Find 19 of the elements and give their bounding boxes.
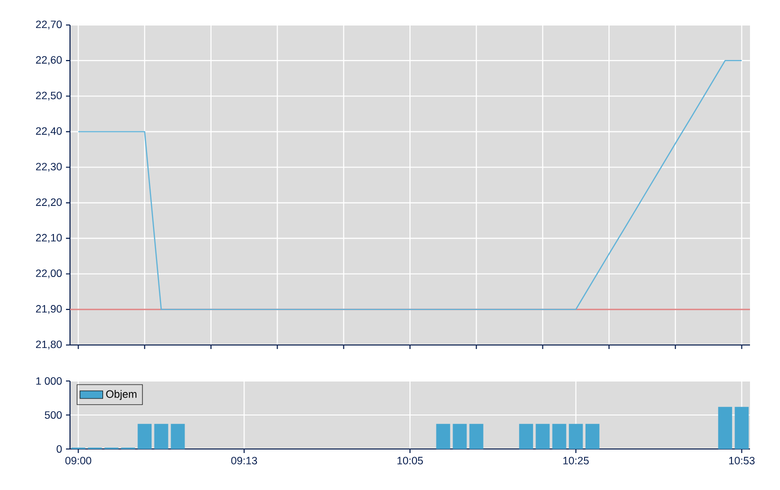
y-tick-label: 22,40: [36, 127, 62, 136]
x-tick-label: 09:00: [65, 456, 92, 464]
legend-label: Objem: [106, 390, 136, 400]
y-tick-label: 22,50: [36, 92, 62, 101]
y-tick-label: 22,30: [36, 162, 62, 172]
x-tick-label: 10:25: [563, 456, 589, 464]
y-tick-label: 22,00: [36, 269, 62, 278]
x-tick-label: 10:53: [729, 456, 755, 464]
y-tick-label: 22,10: [36, 234, 62, 243]
y-tick-label: 22,60: [36, 56, 62, 65]
x-tick-label: 09:13: [231, 456, 258, 464]
y-tick-label: 22,70: [36, 20, 62, 30]
y-tick-label: 21,90: [36, 305, 62, 314]
y-tick-label: 22,20: [36, 198, 62, 208]
y-tick-label: 21,80: [36, 340, 62, 350]
x-tick-label: 10:05: [397, 456, 423, 464]
y-tick-label: 1 000: [36, 377, 62, 385]
y-tick-label: 500: [44, 411, 62, 419]
y-tick-label: 0: [56, 445, 62, 453]
